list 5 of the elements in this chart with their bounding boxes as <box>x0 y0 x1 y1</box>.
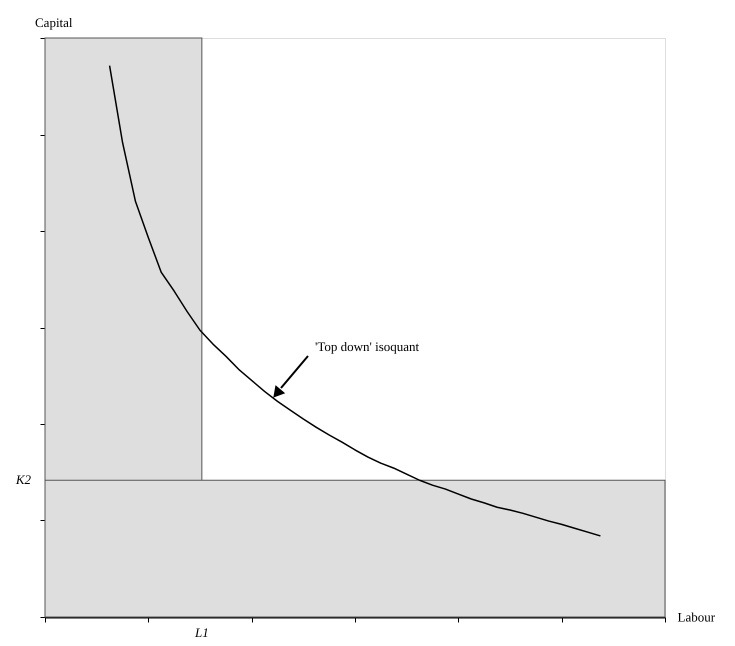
text: Capital <box>35 15 73 30</box>
x-axis-title: Labour <box>678 610 716 624</box>
annotation: 'Top down' isoquant <box>315 339 420 354</box>
text: L1 <box>194 625 209 640</box>
band-label: K2 <box>14 472 32 488</box>
